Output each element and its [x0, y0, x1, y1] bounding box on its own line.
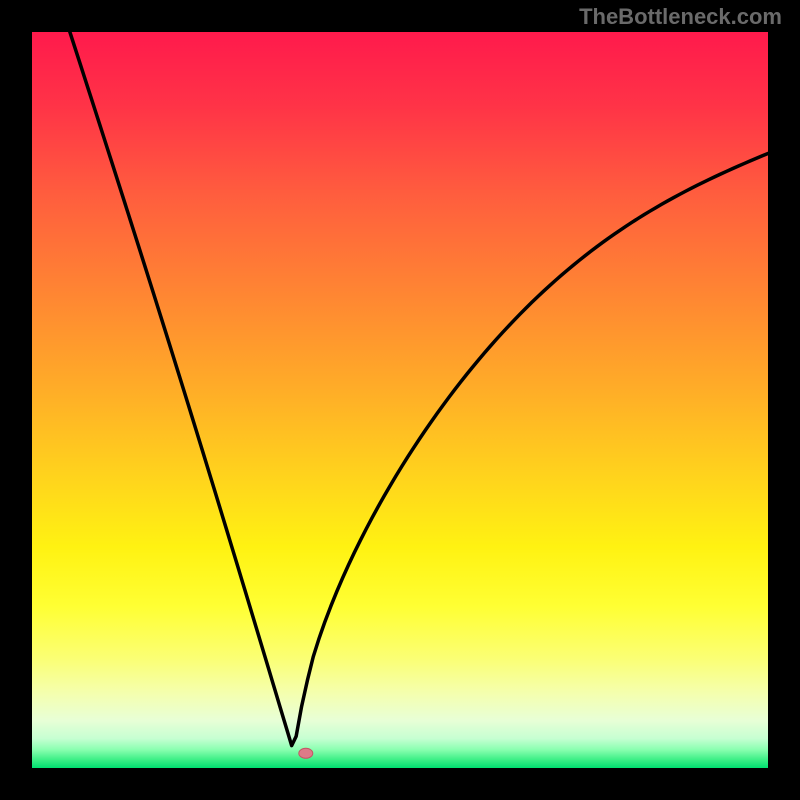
watermark-text: TheBottleneck.com: [579, 4, 782, 30]
plot-background: [32, 32, 768, 768]
vertex-marker: [299, 748, 313, 758]
bottleneck-chart: [0, 0, 800, 800]
chart-container: TheBottleneck.com: [0, 0, 800, 800]
